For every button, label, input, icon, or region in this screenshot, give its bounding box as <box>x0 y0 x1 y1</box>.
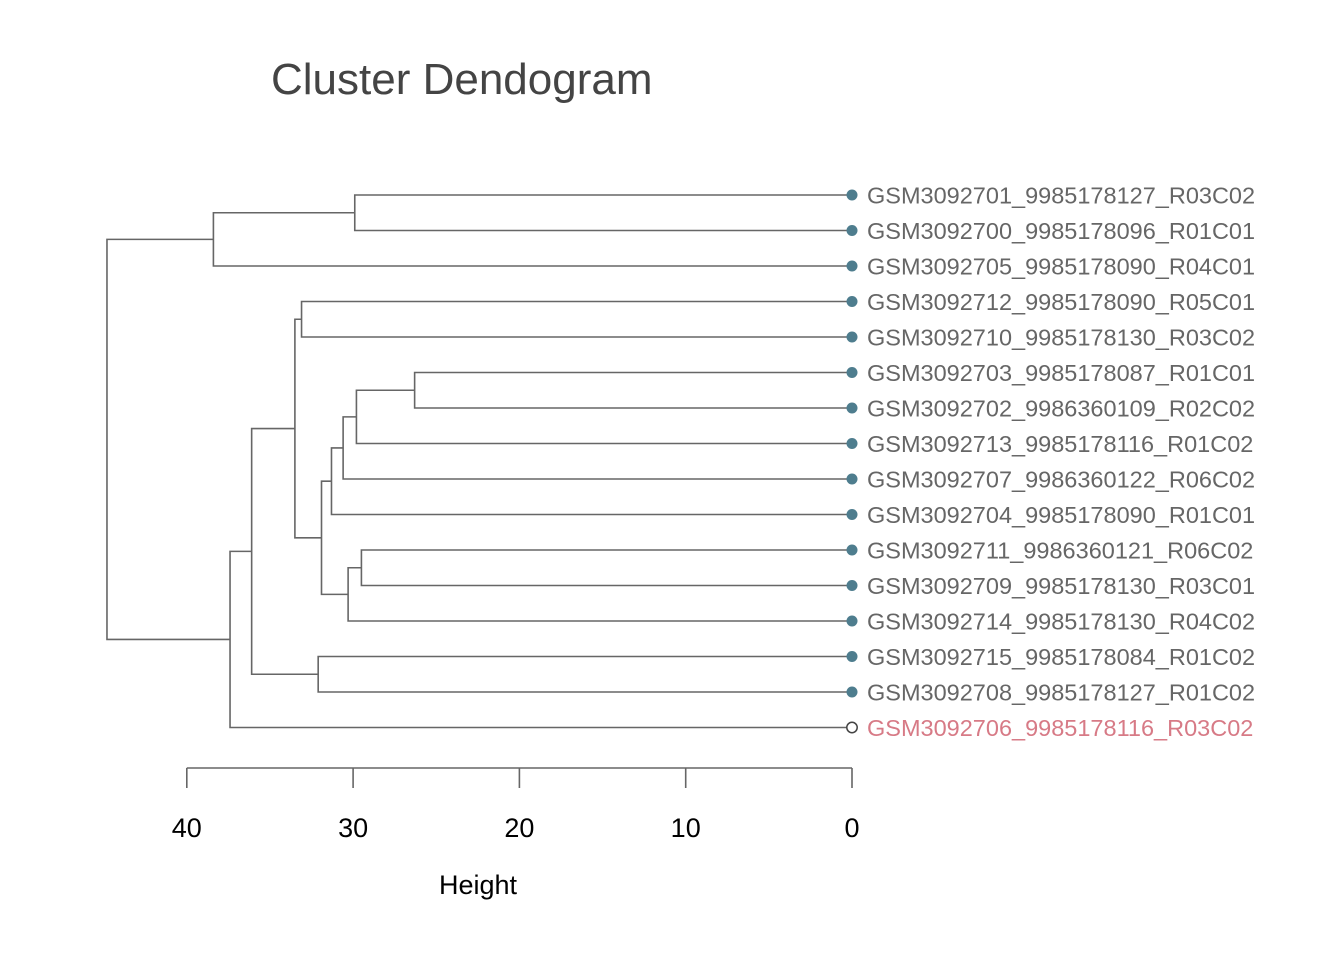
x-axis-title: Height <box>439 870 518 900</box>
leaf-marker-outlier <box>846 721 858 734</box>
dendrogram-branch-a <box>353 194 852 232</box>
leaf-marker <box>846 296 858 307</box>
leaf-marker <box>846 367 858 378</box>
leaf-label: GSM3092701_9985178127_R03C02 <box>867 183 1255 209</box>
dendrogram-branch-m <box>250 427 319 676</box>
leaf-label: GSM3092703_9985178087_R01C01 <box>867 360 1255 386</box>
x-axis: 40 30 20 10 0 <box>172 767 860 843</box>
leaf-label: GSM3092707_9986360122_R06C02 <box>867 467 1255 493</box>
leaf-label: GSM3092705_9985178090_R04C01 <box>867 254 1255 280</box>
leaf-label-outlier: GSM3092706_9985178116_R03C02 <box>867 715 1253 741</box>
dendrogram-branch-n <box>229 550 852 729</box>
leaf-marker <box>846 189 858 201</box>
x-tick-label: 0 <box>844 813 859 843</box>
dendrogram-branch-h <box>360 549 852 587</box>
leaf-label: GSM3092711_9986360121_R06C02 <box>867 538 1253 564</box>
leaf-marker <box>846 473 858 485</box>
leaf-marker <box>846 651 858 662</box>
dendrogram-branch-e <box>355 389 852 445</box>
leaf-marker <box>846 686 858 698</box>
dendrogram-branch-g <box>330 447 852 516</box>
leaf-marker <box>846 438 858 449</box>
leaf-label: GSM3092715_9985178084_R01C02 <box>867 644 1255 670</box>
leaf-marker <box>846 402 858 414</box>
dendrogram-branches <box>106 194 852 729</box>
dendrogram-branch-l <box>317 655 852 693</box>
leaf-label: GSM3092704_9985178090_R01C01 <box>867 502 1255 528</box>
dendrogram-branch-d <box>413 371 852 409</box>
dendrogram-branch-i <box>347 566 852 622</box>
leaf-label: GSM3092710_9985178130_R03C02 <box>867 325 1255 351</box>
dendrogram-branch-f <box>342 416 852 480</box>
dendrogram-branch-b <box>212 211 852 267</box>
leaf-label: GSM3092712_9985178090_R05C01 <box>867 289 1255 315</box>
leaf-label: GSM3092708_9985178127_R01C02 <box>867 680 1255 706</box>
leaf-marker <box>846 615 858 627</box>
leaf-marker <box>846 544 858 556</box>
x-tick-label: 10 <box>671 813 701 843</box>
leaf-label: GSM3092709_9985178130_R03C01 <box>867 573 1255 599</box>
dendrogram-branch-c <box>300 300 852 338</box>
leaf-label: GSM3092713_9985178116_R01C02 <box>867 431 1253 457</box>
chart-title: Cluster Dendogram <box>271 55 653 104</box>
leaf-label: GSM3092714_9985178130_R04C02 <box>867 609 1255 635</box>
leaf-marker <box>846 331 858 343</box>
x-tick-label: 20 <box>504 813 534 843</box>
leaf-marker <box>846 225 858 236</box>
leaf-marker <box>846 509 858 520</box>
leaf-label: GSM3092702_9986360109_R02C02 <box>867 396 1255 422</box>
leaf-marker <box>846 580 858 591</box>
x-tick-label: 30 <box>338 813 368 843</box>
dendrogram-branch-j <box>320 480 349 596</box>
x-tick-label: 40 <box>172 813 202 843</box>
leaf-group: GSM3092701_9985178127_R03C02 GSM3092700_9… <box>846 183 1255 741</box>
dendrogram-branch-k <box>294 318 322 539</box>
dendrogram-branch-o <box>106 238 231 641</box>
leaf-label: GSM3092700_9985178096_R01C01 <box>867 218 1255 244</box>
x-axis-ticks: 40 30 20 10 0 <box>172 768 860 843</box>
leaf-marker <box>846 260 858 272</box>
